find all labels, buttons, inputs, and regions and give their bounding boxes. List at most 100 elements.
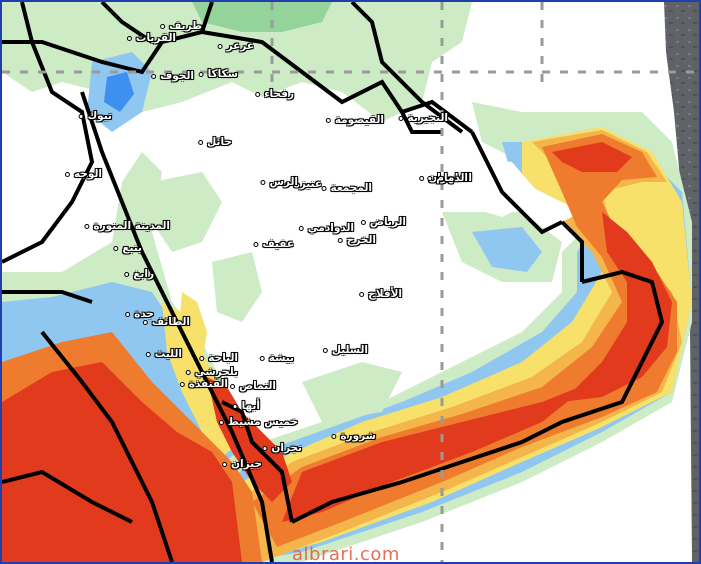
city-label: نجران [262, 442, 302, 454]
city-label: الظهران [419, 172, 472, 184]
city-label: تبوك [78, 110, 112, 122]
border-qatar [560, 220, 584, 282]
rain-africa-red [2, 362, 242, 562]
city-name: الخرج [346, 234, 376, 246]
city-name: حائل [207, 136, 232, 148]
city-name: عفيف [262, 238, 294, 250]
city-dot-icon [398, 115, 404, 121]
city-name: المدينة المنورة [93, 220, 170, 232]
city-label: جيزان [222, 458, 262, 470]
city-dot-icon [253, 241, 259, 247]
city-dot-icon [142, 319, 148, 325]
city-name: جيزان [231, 458, 262, 470]
city-label: المجمعة [321, 182, 372, 194]
country-borders [2, 2, 665, 562]
city-name: الليث [154, 348, 182, 360]
city-name: القنفذة [188, 378, 228, 390]
city-label: ينبع [113, 242, 142, 254]
rain-yemen-red [282, 382, 592, 522]
city-dot-icon [232, 403, 238, 409]
city-label: القنفذة [179, 378, 228, 390]
city-dot-icon [260, 179, 266, 185]
city-name: شرورة [340, 430, 376, 442]
rain-north-green-mid [192, 2, 332, 32]
rain-east-red [552, 142, 632, 172]
city-dot-icon [255, 91, 261, 97]
city-label: الطائف [142, 316, 190, 328]
city-label: بيشة [259, 352, 294, 364]
city-dot-icon [78, 113, 84, 119]
city-label: الدوادمي [298, 222, 354, 234]
border-saudi-yemen [221, 400, 294, 523]
city-label: طريف [160, 20, 202, 32]
city-label: الباحة [199, 352, 238, 364]
city-name: طريف [169, 20, 202, 32]
border-red-sea-west [40, 330, 174, 562]
city-dot-icon [160, 23, 166, 29]
city-label: عرعر [217, 40, 254, 52]
city-dot-icon [222, 461, 228, 467]
city-label: السليل [322, 344, 368, 356]
satellite-strip [664, 2, 699, 562]
city-dot-icon [427, 175, 433, 181]
city-label: سكاكا [198, 68, 238, 80]
border-gulf-coast [470, 131, 563, 235]
city-label: عفيف [253, 238, 294, 250]
city-name: سكاكا [207, 68, 238, 80]
city-dot-icon [145, 351, 151, 357]
rain-inland-green-2 [212, 252, 262, 322]
border-iraq-syria [100, 2, 154, 44]
city-dot-icon [331, 433, 337, 439]
city-dot-icon [284, 181, 290, 187]
city-dot-icon [322, 347, 328, 353]
city-dot-icon [230, 383, 236, 389]
city-name: الأفلاج [368, 288, 402, 300]
border-egypt-sudan [2, 290, 93, 304]
city-dot-icon [359, 291, 365, 297]
watermark: albrari.com [292, 544, 400, 564]
city-dot-icon [321, 185, 327, 191]
city-name: ينبع [122, 242, 142, 254]
city-name: الباحة [208, 352, 238, 364]
city-label: القريات [126, 32, 176, 44]
city-dot-icon [84, 223, 90, 229]
city-label: رفحاء [255, 88, 294, 100]
border-africa-inner [2, 469, 133, 524]
border-uae [581, 269, 665, 363]
city-name: القريات [135, 32, 176, 44]
gulf-inland-dry [442, 152, 542, 217]
city-label: القيصومة [325, 114, 384, 126]
rain-inland-green-1 [152, 172, 222, 252]
city-dot-icon [259, 355, 265, 361]
city-dot-icon [262, 445, 268, 451]
city-dot-icon [113, 245, 119, 251]
city-dot-icon [360, 219, 366, 225]
city-name: الطائف [151, 316, 190, 328]
city-dot-icon [198, 139, 204, 145]
city-dot-icon [151, 73, 157, 79]
city-name: الرياض [369, 216, 406, 228]
city-name: أبها [241, 400, 260, 412]
city-name: الدمام [436, 172, 468, 184]
city-dot-icon [179, 381, 185, 387]
city-label: الخرج [337, 234, 376, 246]
border-kuwait [400, 111, 442, 134]
city-name: السليل [331, 344, 368, 356]
rain-inland-blue-3 [472, 227, 542, 272]
city-name: رابغ [133, 268, 154, 280]
city-name: الظهران [428, 172, 472, 184]
city-dot-icon [124, 271, 130, 277]
city-name: النجيرية [407, 112, 448, 124]
city-name: بلجرشي [194, 366, 238, 378]
city-name: النماص [239, 380, 276, 392]
city-dot-icon [198, 71, 204, 77]
city-name: عنيزة [293, 178, 322, 190]
rain-inland-green-4 [302, 362, 402, 422]
city-name: المجمعة [330, 182, 372, 194]
city-name: عرعر [226, 40, 254, 52]
city-label: أبها [232, 400, 260, 412]
city-name: تبوك [87, 110, 112, 122]
border-red-sea-east [80, 91, 274, 562]
